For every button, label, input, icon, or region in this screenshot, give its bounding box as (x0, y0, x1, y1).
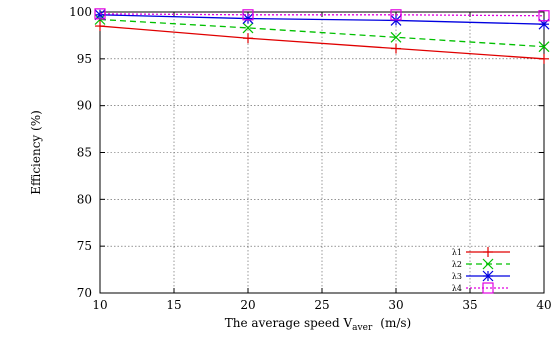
grid (100, 12, 544, 293)
legend-label: λ4 (452, 284, 462, 293)
x-tick-label: 15 (166, 298, 181, 312)
legend-marker (482, 258, 494, 270)
series-4 (94, 8, 550, 22)
series-3-point (94, 9, 106, 21)
x-axis-label-subscript: aver (352, 323, 373, 333)
legend-marker (483, 247, 493, 257)
x-axis-label: The average speed Vaver (m/s) (225, 316, 411, 333)
x-tick-label: 10 (92, 298, 107, 312)
x-tick-label: 30 (388, 298, 403, 312)
x-tick-label: 40 (536, 298, 551, 312)
series (94, 8, 550, 64)
legend-label: λ2 (452, 260, 462, 269)
y-tick-label: 75 (77, 239, 92, 253)
y-axis-label: Efficiency (%) (29, 110, 43, 195)
legend: λ1 λ2 λ3 λ4 (452, 247, 510, 294)
series-1-point (243, 33, 253, 44)
x-tick-label: 25 (314, 298, 329, 312)
legend-label: λ3 (452, 272, 462, 281)
series-1 (95, 21, 549, 64)
x-tick-label: 35 (462, 298, 477, 312)
series-4-point (390, 9, 402, 21)
series-4-point (538, 10, 550, 22)
series-1-point (539, 53, 549, 64)
y-tick-label: 100 (69, 5, 92, 19)
series-line-3 (99, 14, 545, 25)
series-4-point (94, 8, 106, 20)
y-tick-label: 85 (77, 146, 92, 160)
y-tick-label: 90 (77, 99, 92, 113)
x-axis-label-unit: (m/s) (380, 316, 411, 330)
legend-label: λ1 (452, 248, 462, 257)
series-line-1 (99, 25, 545, 60)
series-2-point (242, 22, 254, 34)
x-tick-label: 20 (240, 298, 255, 312)
series-1-point (95, 21, 105, 32)
series-2-point (538, 41, 550, 53)
series-line-2 (99, 18, 545, 48)
series-4-point (242, 9, 254, 21)
y-tick-label: 95 (77, 52, 92, 66)
y-tick-label: 80 (77, 192, 92, 206)
x-axis-label-main: The average speed V (225, 316, 353, 330)
axis-ticks: 10 15 20 25 30 35 40 70 75 80 85 90 95 100 (69, 5, 552, 312)
series-2-point (390, 31, 402, 43)
legend-marker (482, 282, 494, 294)
series-3-point (390, 15, 402, 26)
y-tick-label: 70 (77, 286, 92, 300)
series-1-point (391, 43, 401, 54)
legend-marker (482, 270, 494, 282)
